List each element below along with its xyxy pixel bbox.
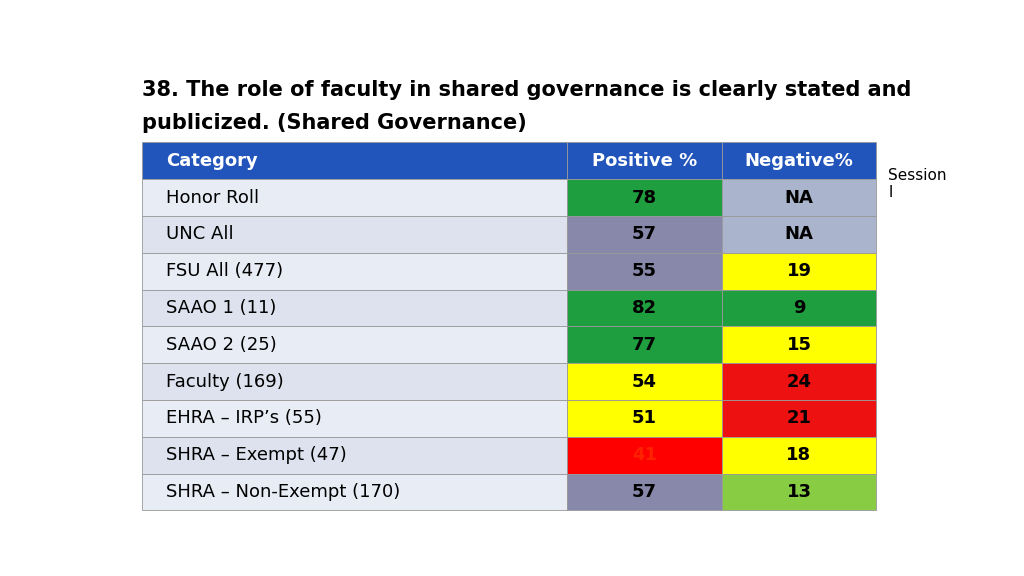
- Text: 78: 78: [632, 188, 656, 207]
- Text: 51: 51: [632, 410, 656, 427]
- Text: UNC All: UNC All: [166, 225, 233, 243]
- FancyBboxPatch shape: [567, 327, 722, 363]
- FancyBboxPatch shape: [567, 179, 722, 216]
- Text: EHRA – IRP’s (55): EHRA – IRP’s (55): [166, 410, 322, 427]
- FancyBboxPatch shape: [567, 400, 722, 437]
- Text: 9: 9: [793, 299, 805, 317]
- Text: Category: Category: [166, 151, 258, 170]
- FancyBboxPatch shape: [722, 179, 877, 216]
- FancyBboxPatch shape: [567, 253, 722, 290]
- Text: 77: 77: [632, 336, 656, 354]
- Text: Session
l: Session l: [888, 168, 947, 200]
- Text: 19: 19: [786, 262, 811, 280]
- FancyBboxPatch shape: [567, 363, 722, 400]
- Text: publicized. (Shared Governance): publicized. (Shared Governance): [142, 113, 527, 134]
- Text: SHRA – Exempt (47): SHRA – Exempt (47): [166, 446, 347, 464]
- FancyBboxPatch shape: [722, 327, 877, 363]
- FancyBboxPatch shape: [142, 400, 567, 437]
- FancyBboxPatch shape: [722, 253, 877, 290]
- FancyBboxPatch shape: [142, 327, 567, 363]
- Text: Negative%: Negative%: [744, 151, 853, 170]
- FancyBboxPatch shape: [722, 142, 877, 179]
- Text: 18: 18: [786, 446, 812, 464]
- FancyBboxPatch shape: [142, 363, 567, 400]
- Text: 21: 21: [786, 410, 811, 427]
- FancyBboxPatch shape: [567, 142, 722, 179]
- FancyBboxPatch shape: [142, 473, 567, 510]
- Text: 13: 13: [786, 483, 811, 501]
- Text: SAAO 2 (25): SAAO 2 (25): [166, 336, 276, 354]
- FancyBboxPatch shape: [142, 179, 567, 216]
- Text: Faculty (169): Faculty (169): [166, 373, 284, 391]
- FancyBboxPatch shape: [722, 216, 877, 253]
- FancyBboxPatch shape: [142, 253, 567, 290]
- Text: FSU All (477): FSU All (477): [166, 262, 284, 280]
- Text: 41: 41: [632, 446, 656, 464]
- Text: SHRA – Non-Exempt (170): SHRA – Non-Exempt (170): [166, 483, 400, 501]
- FancyBboxPatch shape: [567, 216, 722, 253]
- FancyBboxPatch shape: [142, 437, 567, 473]
- FancyBboxPatch shape: [142, 216, 567, 253]
- Text: 54: 54: [632, 373, 656, 391]
- Text: 57: 57: [632, 483, 656, 501]
- FancyBboxPatch shape: [722, 363, 877, 400]
- Text: 82: 82: [632, 299, 656, 317]
- FancyBboxPatch shape: [567, 290, 722, 327]
- FancyBboxPatch shape: [142, 142, 567, 179]
- Text: NA: NA: [784, 225, 813, 243]
- Text: Honor Roll: Honor Roll: [166, 188, 259, 207]
- FancyBboxPatch shape: [567, 473, 722, 510]
- Text: SAAO 1 (11): SAAO 1 (11): [166, 299, 276, 317]
- Text: 55: 55: [632, 262, 656, 280]
- FancyBboxPatch shape: [722, 473, 877, 510]
- FancyBboxPatch shape: [142, 290, 567, 327]
- FancyBboxPatch shape: [722, 437, 877, 473]
- Text: Positive %: Positive %: [592, 151, 697, 170]
- Text: 38. The role of faculty in shared governance is clearly stated and: 38. The role of faculty in shared govern…: [142, 80, 911, 100]
- FancyBboxPatch shape: [722, 290, 877, 327]
- Text: 24: 24: [786, 373, 811, 391]
- FancyBboxPatch shape: [567, 437, 722, 473]
- Text: NA: NA: [784, 188, 813, 207]
- Text: 57: 57: [632, 225, 656, 243]
- Text: 15: 15: [786, 336, 811, 354]
- FancyBboxPatch shape: [722, 400, 877, 437]
